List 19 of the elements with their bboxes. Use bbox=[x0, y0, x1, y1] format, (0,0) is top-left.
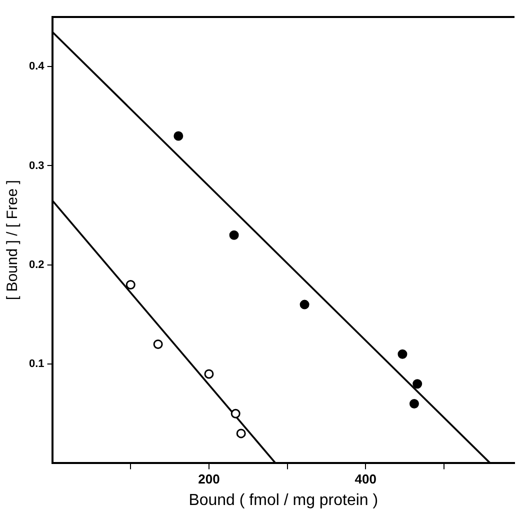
point bbox=[230, 408, 240, 418]
x-tick-label: 400 bbox=[354, 472, 377, 487]
point bbox=[300, 300, 310, 310]
point bbox=[412, 379, 422, 389]
point bbox=[126, 280, 136, 290]
point bbox=[174, 131, 184, 141]
x-axis-title: Bound ( fmol / mg protein ) bbox=[188, 492, 378, 509]
y-tick-label: 0.3 bbox=[28, 160, 44, 172]
y-tick-label: 0.1 bbox=[28, 358, 44, 370]
y-tick-label: 0.2 bbox=[28, 258, 44, 271]
point bbox=[409, 398, 419, 408]
point bbox=[236, 428, 246, 438]
point bbox=[229, 230, 239, 240]
point bbox=[153, 339, 163, 349]
point bbox=[204, 369, 214, 379]
point bbox=[398, 349, 408, 359]
y-axis-title: [ Bound ] / [ Free ] bbox=[4, 180, 22, 300]
y-tick-label: 0.4 bbox=[28, 60, 46, 73]
x-tick-label: 200 bbox=[198, 472, 220, 487]
